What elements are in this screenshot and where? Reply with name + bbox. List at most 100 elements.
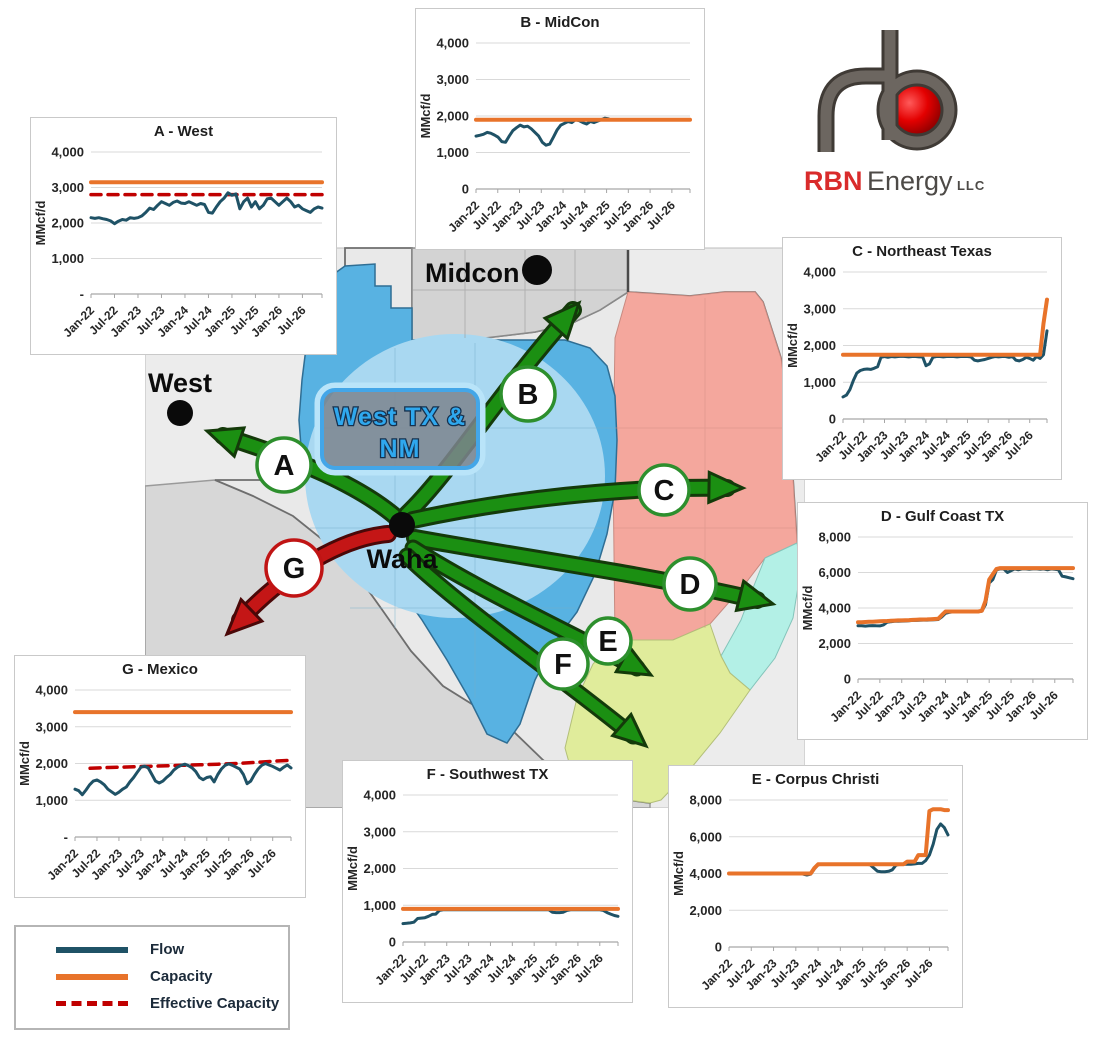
svg-text:6,000: 6,000	[689, 829, 722, 844]
svg-text:0: 0	[829, 412, 836, 427]
svg-text:1,000: 1,000	[51, 251, 84, 266]
west-dot	[167, 400, 193, 426]
flow-line-swatch	[56, 946, 128, 953]
arrow-badge-b: B	[499, 365, 557, 423]
svg-text:F: F	[554, 649, 572, 681]
effective-capacity-line-swatch	[56, 1001, 128, 1006]
chart-title-a: A - West	[153, 123, 214, 140]
rbn-pipe-icon	[817, 30, 958, 152]
svg-text:2,000: 2,000	[35, 756, 68, 771]
chart-plot-f: 4,0003,0002,0001,0000MMcf/dJan-22Jul-22J…	[345, 788, 620, 988]
svg-text:MMcf/d: MMcf/d	[785, 323, 800, 368]
chart-panel-a-west: A - West 4,000 3,000 2,000 1,000- MMcf/d Jan-…	[30, 117, 337, 355]
west-tx-nm-label-line1: West TX &	[334, 403, 466, 431]
chart-plot-d: 8,0006,0004,0002,0000MMcf/dJan-22Jul-22J…	[800, 530, 1075, 725]
waha-hub-label: Waha	[366, 544, 438, 574]
svg-text:-: -	[80, 287, 84, 302]
svg-text:3,000: 3,000	[436, 72, 469, 87]
west-tx-nm-box-glow	[314, 382, 486, 476]
chart-title-b: B - MidCon	[520, 14, 600, 31]
svg-text:8,000: 8,000	[818, 530, 851, 545]
legend-item-flow: Flow	[56, 941, 288, 958]
svg-text:A: A	[274, 450, 295, 482]
chart-panel-f-southwest-tx: F - Southwest TX 4,000 3,000 2,000 1,000 0 MM…	[342, 760, 633, 1003]
red-ball	[889, 85, 943, 139]
arrow-badge-a: A	[255, 436, 313, 494]
arrow-badge-g: G	[264, 538, 324, 598]
svg-text:1,000: 1,000	[436, 145, 469, 160]
chart-panel-d-gulf-coast-tx: D - Gulf Coast TX 8,000 6,000 4,000 2,000 0 M…	[797, 502, 1088, 740]
svg-text:B: B	[518, 379, 539, 411]
svg-text:4,000: 4,000	[51, 145, 84, 160]
capacity-line-swatch	[56, 973, 128, 980]
svg-text:1,000: 1,000	[363, 898, 396, 913]
svg-text:4,000: 4,000	[803, 265, 836, 280]
svg-text:0: 0	[715, 940, 722, 955]
svg-text:D: D	[680, 569, 701, 601]
arrow-badge-c: C	[637, 463, 691, 517]
legend-label: Capacity	[150, 968, 213, 985]
svg-text:3,000: 3,000	[35, 719, 68, 734]
svg-text:3,000: 3,000	[51, 180, 84, 195]
logo-text-energy: Energy	[866, 166, 953, 196]
chart-title-d: D - Gulf Coast TX	[880, 508, 1005, 525]
arrow-f	[401, 550, 639, 742]
chart-panel-g-mexico: G - Mexico 4,000 3,000 2,000 1,000- MMcf/d Ja…	[14, 655, 306, 898]
svg-text:3,000: 3,000	[803, 301, 836, 316]
svg-text:MMcf/d: MMcf/d	[345, 846, 360, 891]
arrow-a	[217, 430, 403, 524]
chart-title-f: F - Southwest TX	[426, 766, 549, 783]
arrow-badge-d: D	[662, 556, 718, 612]
svg-text:C: C	[654, 475, 675, 507]
rbn-energy-logo: RBN Energy LLC	[800, 22, 1005, 197]
texas-map: West TX & NM Waha West Midcon A B C D E	[145, 247, 805, 808]
svg-text:2,000: 2,000	[436, 109, 469, 124]
chart-title-g: G - Mexico	[122, 661, 198, 678]
svg-text:E: E	[598, 626, 617, 658]
chart-plot-c: 4,0003,0002,0001,0000MMcf/dJan-22Jul-22J…	[785, 265, 1049, 465]
svg-text:2,000: 2,000	[689, 903, 722, 918]
legend-item-effective-capacity: Effective Capacity	[56, 995, 288, 1012]
svg-text:6,000: 6,000	[818, 565, 851, 580]
chart-panel-c-northeast-texas: C - Northeast Texas 4,000 3,000 2,000 1,000…	[782, 237, 1062, 480]
west-tx-nm-label-line2: NM	[380, 435, 421, 463]
arrow-a-head	[203, 426, 247, 459]
svg-text:0: 0	[462, 182, 469, 197]
svg-text:MMcf/d: MMcf/d	[17, 741, 32, 786]
svg-text:2,000: 2,000	[51, 216, 84, 231]
svg-text:MMcf/d: MMcf/d	[800, 586, 815, 631]
svg-text:G: G	[283, 553, 306, 585]
chart-plot-e: 8,0006,0004,0002,0000MMcf/dJan-22Jul-22J…	[671, 793, 950, 993]
svg-text:4,000: 4,000	[363, 788, 396, 803]
svg-text:4,000: 4,000	[35, 683, 68, 698]
svg-text:MMcf/d: MMcf/d	[33, 201, 48, 246]
series-legend: Flow Capacity Effective Capacity	[14, 925, 290, 1030]
svg-text:2,000: 2,000	[803, 338, 836, 353]
chart-panel-e-corpus-christi: E - Corpus Christi 8,000 6,000 4,000 2,000 0…	[668, 765, 963, 1008]
west-tx-nm-box-frame	[320, 388, 480, 470]
arrow-badge-e: E	[583, 616, 633, 666]
chart-title-e: E - Corpus Christi	[751, 771, 880, 788]
svg-text:4,000: 4,000	[818, 601, 851, 616]
svg-text:-: -	[64, 830, 68, 845]
svg-text:4,000: 4,000	[689, 866, 722, 881]
svg-text:MMcf/d: MMcf/d	[671, 851, 686, 896]
west-label: West	[148, 368, 212, 398]
logo-wordmark: RBN Energy LLC	[804, 166, 985, 197]
legend-item-capacity: Capacity	[56, 968, 288, 985]
chart-plot-a: 4,0003,0002,0001,000-MMcf/dJan-22Jul-22J…	[33, 145, 324, 340]
svg-text:2,000: 2,000	[818, 636, 851, 651]
arrow-badge-f: F	[536, 637, 590, 691]
logo-text-llc: LLC	[956, 178, 986, 193]
midcon-dot	[522, 255, 552, 285]
svg-text:4,000: 4,000	[436, 36, 469, 51]
midcon-label: Midcon	[425, 258, 520, 288]
arrow-g-head	[224, 596, 265, 637]
svg-text:MMcf/d: MMcf/d	[418, 94, 433, 139]
svg-text:0: 0	[389, 935, 396, 950]
logo-text-rbn: RBN	[804, 166, 863, 196]
arrow-d-head	[734, 578, 777, 613]
west-tx-nm-box: West TX & NM	[314, 382, 486, 476]
svg-text:8,000: 8,000	[689, 793, 722, 808]
